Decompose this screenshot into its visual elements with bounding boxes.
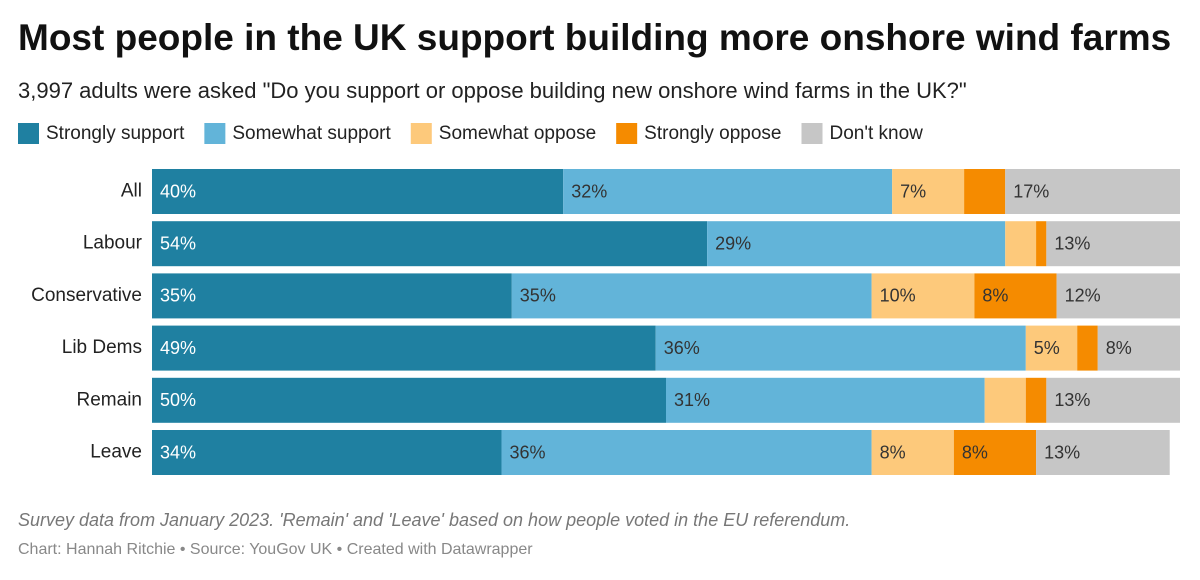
category-label: Leave <box>90 442 142 463</box>
bar-segment <box>1046 377 1180 423</box>
chart-source: Chart: Hannah Ritchie • Source: YouGov U… <box>18 541 533 558</box>
value-label: 7% <box>900 181 926 201</box>
value-label: 12% <box>1065 286 1101 306</box>
category-label: Lib Dems <box>62 337 142 358</box>
category-label: All <box>121 181 142 202</box>
value-label: 36% <box>664 338 700 358</box>
value-label: 8% <box>880 442 906 462</box>
legend-swatch <box>410 123 432 144</box>
bar-segment <box>1005 221 1037 267</box>
value-label: 10% <box>880 286 916 306</box>
value-label: 36% <box>510 442 546 462</box>
bar-segment <box>707 221 1006 267</box>
bar-segment <box>152 169 564 214</box>
chart-title: Most people in the UK support building m… <box>18 17 1171 58</box>
category-label: Conservative <box>31 285 142 306</box>
legend-label: Don't know <box>830 123 924 144</box>
bar-segment <box>501 430 872 475</box>
bar-segment <box>152 221 708 267</box>
value-label: 5% <box>1034 338 1060 358</box>
bar-segment <box>953 430 1037 475</box>
category-label: Labour <box>83 233 143 254</box>
value-label: 13% <box>1054 390 1090 410</box>
value-label: 49% <box>160 338 196 358</box>
legend-label: Somewhat support <box>232 123 391 144</box>
bar-segment <box>666 377 985 423</box>
legend-swatch <box>801 123 823 144</box>
value-label: 29% <box>715 233 751 253</box>
legend-label: Strongly support <box>46 123 185 144</box>
bar-segment <box>964 169 1006 214</box>
legend-swatch <box>204 123 226 144</box>
value-label: 8% <box>962 442 988 462</box>
legend-label: Strongly oppose <box>644 123 781 144</box>
bar-segment <box>655 325 1026 371</box>
bar-segment <box>871 273 975 319</box>
value-label: 40% <box>160 181 196 201</box>
value-label: 34% <box>160 442 196 462</box>
value-label: 17% <box>1013 181 1049 201</box>
bar-segment <box>563 169 893 214</box>
bar-segment <box>511 273 872 319</box>
value-label: 35% <box>520 286 556 306</box>
category-label: Remain <box>77 389 142 410</box>
bar-segment <box>152 430 502 475</box>
chart-subtitle: 3,997 adults were asked "Do you support … <box>18 78 967 103</box>
bar-segment <box>1097 325 1180 371</box>
value-label: 54% <box>160 233 196 253</box>
legend-swatch <box>616 123 638 144</box>
legend-label: Somewhat oppose <box>439 123 596 144</box>
value-label: 13% <box>1044 442 1080 462</box>
bar-segment <box>1077 325 1098 371</box>
bar-segment <box>1005 169 1180 214</box>
value-label: 13% <box>1054 233 1090 253</box>
bar-segment <box>892 169 965 214</box>
bar-segment <box>152 273 512 319</box>
value-label: 31% <box>674 390 710 410</box>
bar-segment <box>1056 273 1180 319</box>
bar-segment <box>984 377 1026 423</box>
bar-segment <box>1036 430 1170 475</box>
bar-segment <box>871 430 954 475</box>
chart-note: Survey data from January 2023. 'Remain' … <box>18 510 850 530</box>
bar-segment <box>974 273 1057 319</box>
bar-segment <box>1046 221 1180 267</box>
value-label: 50% <box>160 390 196 410</box>
value-label: 35% <box>160 286 196 306</box>
bar-segment <box>152 377 666 423</box>
bar-segment <box>1025 377 1047 423</box>
legend-swatch <box>18 123 39 144</box>
bar-segment <box>1036 221 1047 267</box>
value-label: 8% <box>982 286 1008 306</box>
value-label: 32% <box>571 181 607 201</box>
bar-segment <box>152 325 656 371</box>
bar-segment <box>1025 325 1078 371</box>
value-label: 8% <box>1106 338 1132 358</box>
